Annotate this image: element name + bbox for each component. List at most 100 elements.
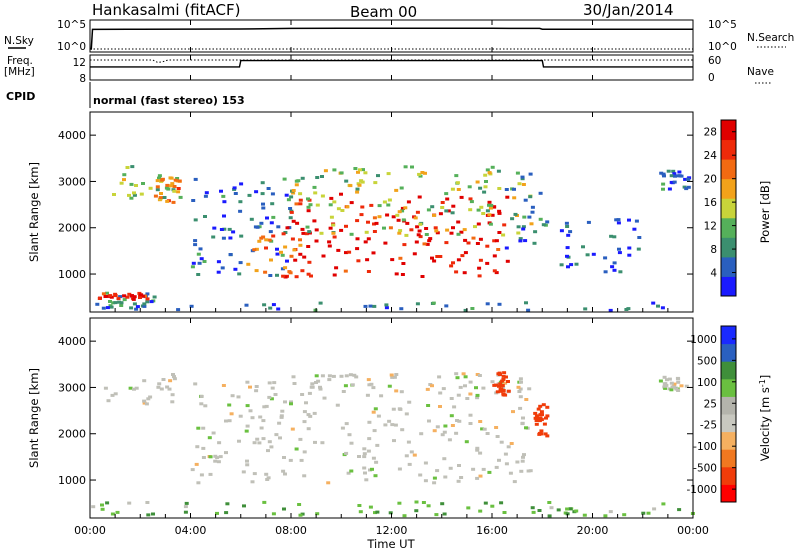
power-cell: [403, 165, 408, 169]
velocity-cell: [475, 446, 480, 450]
power-cell: [515, 171, 520, 175]
power-cell: [396, 218, 401, 222]
velocity-cell: [349, 441, 354, 445]
velocity-cell: [423, 479, 428, 483]
power-cell: [627, 253, 632, 257]
velocity-cell: [565, 507, 570, 511]
power-cell: [449, 231, 454, 235]
velocity-cell: [534, 422, 539, 426]
velocity-cell: [414, 509, 419, 513]
x-tick-label: 16:00: [476, 524, 508, 537]
velocity-cell: [310, 385, 315, 389]
power-cell: [339, 192, 343, 196]
power-cell: [232, 186, 237, 190]
power-cell: [430, 256, 434, 260]
power-y-tick-label: 1000: [58, 268, 86, 281]
velocity-cell: [343, 384, 348, 388]
power-cell: [160, 177, 165, 181]
velocity-cell: [393, 423, 398, 427]
velocity-cell: [327, 374, 332, 378]
velocity-cell: [665, 378, 669, 382]
power-cell: [473, 225, 477, 229]
power-cell: [125, 295, 130, 299]
power-cell: [355, 237, 360, 241]
power-cell: [417, 172, 422, 176]
velocity-cell: [394, 389, 399, 393]
beam-title: Beam 00: [350, 3, 417, 21]
power-cell: [211, 235, 216, 239]
velocity-cell: [498, 389, 503, 393]
velocity-cell: [211, 431, 216, 435]
velocity-cell: [427, 419, 431, 423]
power-cell: [314, 228, 319, 232]
velocity-cell: [394, 373, 399, 376]
velocity-cell: [474, 386, 478, 390]
velocity-cell: [482, 427, 487, 431]
power-cell: [191, 199, 196, 202]
power-cell: [415, 302, 420, 306]
power-cell: [290, 237, 295, 241]
power-cell: [661, 187, 665, 191]
nsky-series-line-0: [90, 27, 693, 50]
power-cell: [307, 260, 312, 264]
power-cell: [402, 243, 407, 247]
power-cell: [432, 213, 437, 217]
power-cell: [122, 178, 126, 182]
velocity-cell: [443, 475, 448, 479]
power-cell: [306, 205, 311, 209]
velocity-cell: [196, 426, 201, 430]
velocity-cell: [389, 373, 394, 377]
power-cell: [603, 270, 608, 274]
velocity-cell: [146, 513, 151, 517]
velocity-cell: [270, 386, 275, 390]
velocity-cell: [387, 419, 392, 423]
power-cell: [528, 195, 533, 199]
power-cell: [450, 187, 455, 191]
velocity-cell: [449, 397, 454, 400]
velocity-cell: [452, 405, 457, 409]
power-colorbar-tick-label: 24: [704, 150, 718, 162]
power-cell: [470, 307, 475, 310]
velocity-cell: [266, 449, 270, 453]
velocity-cell: [521, 416, 525, 420]
velocity-cell: [215, 456, 220, 460]
velocity-cell: [520, 459, 525, 463]
power-cell: [222, 227, 227, 231]
power-cell: [591, 252, 596, 256]
power-cell: [176, 308, 181, 312]
velocity-cell: [340, 426, 345, 430]
velocity-colorbar-tick-label: 100: [697, 377, 717, 389]
velocity-cell: [423, 461, 428, 465]
power-cell: [332, 168, 337, 172]
power-cell: [410, 165, 414, 169]
velocity-cell: [237, 439, 241, 443]
velocity-cell: [373, 474, 378, 478]
power-cell: [671, 169, 676, 173]
power-cell: [462, 228, 467, 232]
velocity-colorbar: 1000 500 100 25 -25 -100 -500 -1000: [686, 325, 737, 503]
velocity-cell: [283, 400, 287, 404]
velocity-cell: [481, 467, 486, 471]
velocity-cell: [315, 512, 320, 516]
power-cell: [95, 302, 100, 306]
velocity-cell: [282, 507, 286, 511]
power-cell: [517, 182, 522, 186]
nave-tick-bottom: 0: [708, 72, 715, 84]
power-cell: [176, 187, 181, 190]
power-cell: [132, 302, 137, 306]
power-cell: [372, 230, 377, 233]
power-colorbar-segment: [721, 217, 736, 238]
power-cell: [119, 301, 124, 305]
velocity-cell: [278, 436, 282, 440]
velocity-cell: [142, 379, 147, 383]
velocity-cell: [274, 433, 279, 437]
power-cell: [565, 246, 570, 250]
velocity-cell: [518, 395, 523, 399]
power-colorbar-tick-label: 20: [704, 174, 717, 186]
velocity-cell: [302, 474, 307, 478]
velocity-cell: [456, 393, 461, 397]
power-cell: [145, 300, 150, 304]
velocity-cell: [435, 425, 440, 429]
velocity-cell: [316, 379, 321, 383]
velocity-cell: [261, 437, 266, 441]
